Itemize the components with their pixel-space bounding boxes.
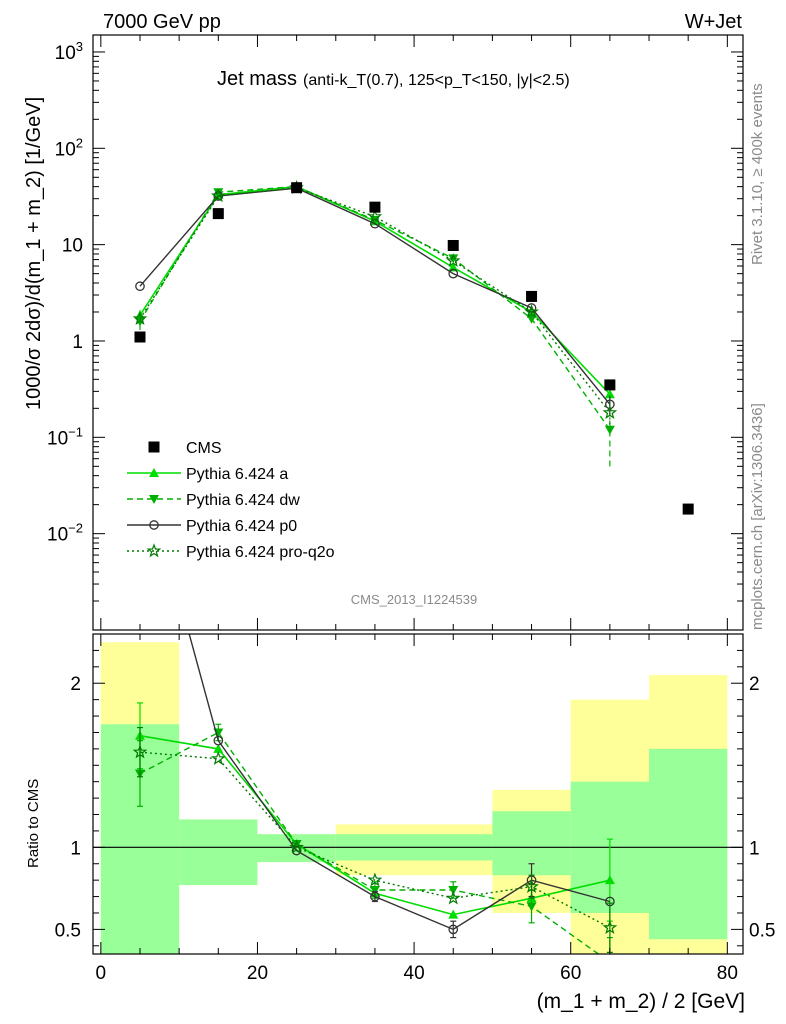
- energy-label: 7000 GeV pp: [103, 11, 221, 33]
- ratio-y-tick-label-right: 2: [749, 674, 760, 695]
- ratio-axis-label: Ratio to CMS: [25, 779, 42, 868]
- x-tick-label: 60: [560, 963, 581, 984]
- title-main: Jet mass: [217, 68, 297, 90]
- y-tick-label: 102: [55, 135, 83, 160]
- ratio-point-p0: [213, 735, 224, 746]
- ratio-point-p0: [448, 924, 459, 935]
- ratio-y-tick-label: 0.5: [55, 920, 81, 941]
- data-point-proq2o: [367, 208, 383, 224]
- source-label: mcplots.cern.ch [arXiv:1306.3436]: [749, 403, 766, 630]
- data-point-cms: [526, 290, 538, 302]
- data-point-proq2o: [210, 188, 226, 203]
- ratio-point-a: [448, 909, 459, 919]
- rivet-label: Rivet 3.1.10, ≥ 400k events: [749, 83, 766, 265]
- ratio-point-proq2o: [367, 872, 383, 887]
- ratio-point-p0: [370, 891, 380, 902]
- y-tick-label: 10−2: [47, 521, 83, 546]
- data-point-dw: [526, 314, 537, 324]
- ratio-bands: [100, 642, 728, 954]
- data-point-dw: [604, 425, 615, 435]
- main-frame: [92, 34, 744, 631]
- ratio-frame: [92, 633, 744, 955]
- y-tick-label: 10−1: [47, 424, 83, 449]
- x-tick-label: 20: [247, 963, 268, 984]
- ratio-point-proq2o: [210, 750, 226, 766]
- legend-label-a: Pythia 6.424 a: [186, 466, 288, 483]
- y-tick-label: 1: [72, 332, 83, 353]
- ratio-point-proq2o: [445, 890, 461, 905]
- legend-marker-proq2o: [146, 543, 162, 558]
- ratio-point-proq2o: [289, 839, 304, 854]
- legend-marker-a: [149, 468, 159, 477]
- plot-title: Jet mass (anti-k_T(0.7), 125<p_T<150, |y|…: [217, 68, 570, 90]
- data-point-proq2o: [445, 253, 461, 268]
- y-tick-label: 103: [55, 39, 83, 64]
- data-point-cms: [212, 208, 224, 220]
- y-axis-label: 1000/σ 2dσ)/d(m_1 + m_2) [1/GeV]: [23, 97, 45, 410]
- data-point-cms: [291, 182, 303, 194]
- data-point-proq2o: [524, 304, 539, 319]
- data-point-cms: [447, 239, 459, 251]
- data-point-cms: [134, 331, 146, 343]
- x-tick-label: 80: [717, 963, 738, 984]
- ratio-y-tick-label-right: 1: [749, 838, 760, 859]
- ratio-point-p0: [136, 449, 144, 457]
- ratio-point-dw: [448, 886, 459, 895]
- legend-marker-cms: [148, 441, 160, 453]
- data-point-proq2o: [132, 311, 148, 325]
- y-tick-label: 10: [62, 236, 83, 257]
- ratio-point-dw: [605, 958, 615, 967]
- legend-label-cms: CMS: [186, 440, 222, 457]
- data-point-dw: [213, 188, 224, 198]
- legend-marker-p0: [149, 520, 159, 530]
- ratio-y-tick-label: 1: [70, 838, 81, 859]
- data-point-p0: [135, 281, 145, 292]
- ratio-point-a: [213, 743, 224, 753]
- ratio-point-dw: [291, 840, 302, 850]
- data-point-dw: [448, 254, 459, 264]
- data-point-a: [604, 389, 615, 399]
- x-tick-label: 0: [96, 963, 107, 984]
- analysis-id: CMS_2013_I1224539: [351, 592, 478, 607]
- series-line-proq2o: [139, 186, 611, 414]
- ratio-point-dw: [526, 902, 537, 912]
- main-plot: [132, 179, 694, 515]
- title-sub: (anti-k_T(0.7), 125<p_T<150, |y|<2.5): [303, 72, 570, 89]
- legend-label-p0: Pythia 6.424 p0: [186, 518, 297, 535]
- ratio-point-a: [604, 875, 615, 885]
- legend-label-dw: Pythia 6.424 dw: [186, 492, 300, 509]
- x-axis-label: (m_1 + m_2) / 2 [GeV]: [537, 990, 745, 1013]
- ratio-point-dw: [369, 886, 380, 895]
- ratio-point-proq2o: [602, 919, 618, 935]
- data-point-proq2o: [602, 404, 618, 420]
- data-point-p0: [448, 268, 459, 279]
- legend-label-proq2o: Pythia 6.424 pro-q2o: [186, 544, 335, 561]
- ratio-point-proq2o: [524, 878, 539, 894]
- ratio-y-tick-label-right: 0.5: [749, 920, 775, 941]
- data-point-cms: [604, 379, 616, 391]
- data-point-cms: [369, 201, 381, 213]
- x-tick-label: 40: [404, 963, 425, 984]
- legend: CMS Pythia 6.424 a Pythia 6.424 dw Pythia 6…: [127, 440, 335, 561]
- data-point-cms: [682, 503, 694, 515]
- data-point-a: [448, 262, 459, 272]
- band-inner: [179, 819, 258, 886]
- ratio-y-tick-label: 2: [70, 674, 81, 695]
- process-label: W+Jet: [685, 11, 743, 33]
- band-inner: [649, 748, 728, 940]
- legend-marker-dw: [149, 495, 159, 504]
- ratio-point-proq2o: [132, 744, 148, 759]
- ratio-plot: [93, 449, 743, 967]
